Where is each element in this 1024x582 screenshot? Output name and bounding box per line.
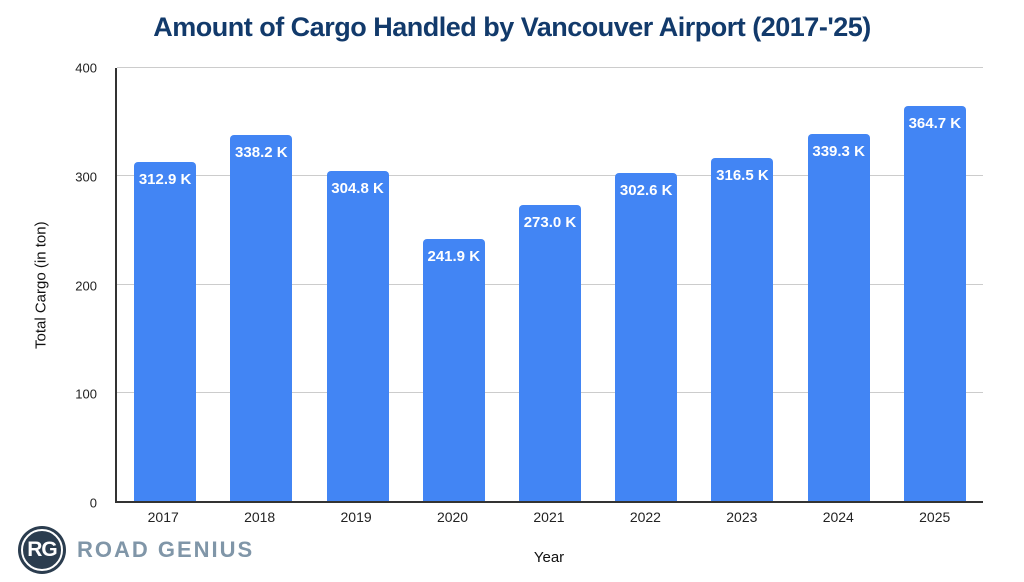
bar-slot-2019: 304.8 K (309, 68, 405, 501)
gridline-300 (117, 175, 983, 177)
bar-2023: 316.5 K (711, 158, 774, 501)
x-axis-tick-labels: 2017 2018 2019 2020 2021 2022 2023 2024 2025 (115, 509, 983, 525)
bar-slot-2023: 316.5 K (694, 68, 790, 501)
bar-2018: 338.2 K (230, 134, 293, 501)
bar-value-label-2019: 304.8 K (331, 180, 384, 198)
bar-2024: 339.3 K (807, 133, 870, 501)
bar-2022: 302.6 K (615, 173, 678, 501)
bar-slot-2024: 339.3 K (791, 68, 887, 501)
bar-slot-2022: 302.6 K (598, 68, 694, 501)
bar-slot-2018: 338.2 K (213, 68, 309, 501)
x-tick-label-2021: 2021 (533, 509, 565, 525)
gridline-400 (117, 67, 983, 68)
x-tick-label-2020: 2020 (436, 509, 469, 525)
road-genius-logo: RG ROAD GENIUS (18, 526, 254, 574)
plot-area: 312.9 K 338.2 K 304.8 K 241.9 K 273.0 K 302.6… (115, 67, 983, 503)
chart-title: Amount of Cargo Handled by Vancouver Air… (153, 12, 871, 42)
logo-monogram: RG (27, 538, 57, 561)
bar-slot-2020: 241.9 K (406, 68, 502, 501)
y-tick-label-100: 100 (75, 386, 97, 402)
x-tick-label-2019: 2019 (340, 509, 372, 525)
y-tick-label-0: 0 (89, 495, 97, 511)
x-tick-label-2024: 2024 (822, 509, 854, 525)
y-tick-label-300: 300 (75, 169, 97, 185)
road-genius-logo-icon: RG (18, 526, 66, 574)
x-tick-label-2023: 2023 (726, 509, 758, 525)
bar-value-label-2023: 316.5 K (716, 167, 769, 185)
y-tick-label-400: 400 (75, 60, 97, 76)
bar-slot-2021: 273.0 K (502, 68, 598, 501)
bar-value-label-2022: 302.6 K (619, 182, 673, 200)
bar-slot-2025: 364.7 K (887, 68, 983, 501)
bar-2025: 364.7 K (903, 106, 966, 501)
bar-value-label-2025: 364.7 K (908, 115, 962, 133)
x-tick-label-2022: 2022 (629, 509, 661, 525)
bar-2017: 312.9 K (134, 162, 197, 501)
x-tick-label-2018: 2018 (244, 509, 276, 525)
bar-2020: 241.9 K (422, 239, 485, 501)
x-axis-title: Year (533, 549, 565, 566)
bar-value-label-2024: 339.3 K (812, 142, 865, 160)
bar-value-label-2020: 241.9 K (427, 248, 481, 266)
bar-value-label-2021: 273.0 K (523, 214, 577, 232)
bar-2021: 273.0 K (518, 205, 581, 501)
y-axis-tick-labels: 0 100 200 300 400 (0, 61, 105, 511)
y-tick-label-200: 200 (75, 278, 97, 293)
bar-slot-2017: 312.9 K (117, 68, 213, 501)
bar-2019: 304.8 K (326, 171, 389, 501)
bar-value-label-2017: 312.9 K (138, 171, 192, 189)
x-tick-label-2017: 2017 (147, 509, 179, 525)
bars-container: 312.9 K 338.2 K 304.8 K 241.9 K 273.0 K 302.6… (117, 68, 983, 501)
bar-value-label-2018: 338.2 K (235, 143, 288, 161)
x-tick-label-2025: 2025 (919, 509, 951, 525)
logo-wordmark: ROAD GENIUS (77, 537, 255, 562)
